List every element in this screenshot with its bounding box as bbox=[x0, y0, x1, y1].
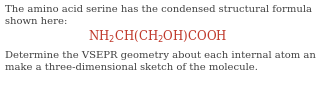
Text: NH$_2$CH(CH$_2$OH)COOH: NH$_2$CH(CH$_2$OH)COOH bbox=[88, 29, 228, 44]
Text: Determine the VSEPR geometry about each internal atom and: Determine the VSEPR geometry about each … bbox=[5, 51, 316, 60]
Text: shown here:: shown here: bbox=[5, 17, 67, 26]
Text: The amino acid serine has the condensed structural formula: The amino acid serine has the condensed … bbox=[5, 5, 312, 14]
Text: make a three-dimensional sketch of the molecule.: make a three-dimensional sketch of the m… bbox=[5, 63, 258, 72]
